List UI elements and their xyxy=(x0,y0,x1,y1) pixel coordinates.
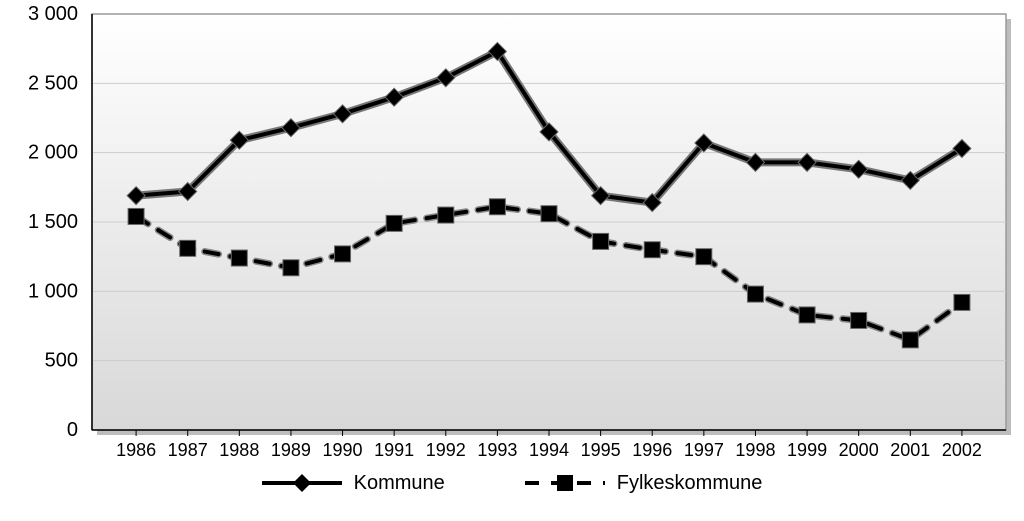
x-tick-label: 1998 xyxy=(735,440,775,460)
legend-item: Fylkeskommune xyxy=(525,471,763,495)
legend-swatch xyxy=(525,471,605,495)
x-tick-label: 1986 xyxy=(116,440,156,460)
x-tick-label: 2002 xyxy=(942,440,982,460)
x-tick-label: 1992 xyxy=(426,440,466,460)
chart-canvas: 0 500 1 000 1 500 2 000 2 500 3 000 1986 1987 198… xyxy=(0,0,1024,521)
x-tick-label: 1995 xyxy=(581,440,621,460)
x-tick-label: 1994 xyxy=(529,440,569,460)
legend-swatch xyxy=(262,471,342,495)
x-tick-label: 1997 xyxy=(684,440,724,460)
x-tick-label: 1991 xyxy=(374,440,414,460)
y-tick-label: 1 000 xyxy=(28,280,78,302)
x-tick-label: 1999 xyxy=(787,440,827,460)
x-tick-label: 1993 xyxy=(477,440,517,460)
y-tick-label: 0 xyxy=(67,419,78,441)
x-tick-label: 1990 xyxy=(323,440,363,460)
y-tick-label: 2 000 xyxy=(28,142,78,164)
x-tick-label: 2000 xyxy=(839,440,879,460)
x-tick-label: 1996 xyxy=(632,440,672,460)
line-chart: 0 500 1 000 1 500 2 000 2 500 3 000 1986 1987 198… xyxy=(0,0,1024,521)
y-tick-label: 1 500 xyxy=(28,211,78,233)
x-tick-label: 1987 xyxy=(168,440,208,460)
legend-label: Fylkeskommune xyxy=(617,472,763,495)
y-tick-label: 2 500 xyxy=(28,72,78,94)
y-tick-label: 3 000 xyxy=(28,3,78,25)
x-tick-label: 1989 xyxy=(271,440,311,460)
legend: Kommune Fylkeskommune xyxy=(0,471,1024,501)
legend-label: Kommune xyxy=(354,472,445,495)
y-tick-label: 500 xyxy=(45,350,78,372)
x-tick-label: 1988 xyxy=(219,440,259,460)
legend-item: Kommune xyxy=(262,471,445,495)
x-tick-label: 2001 xyxy=(890,440,930,460)
